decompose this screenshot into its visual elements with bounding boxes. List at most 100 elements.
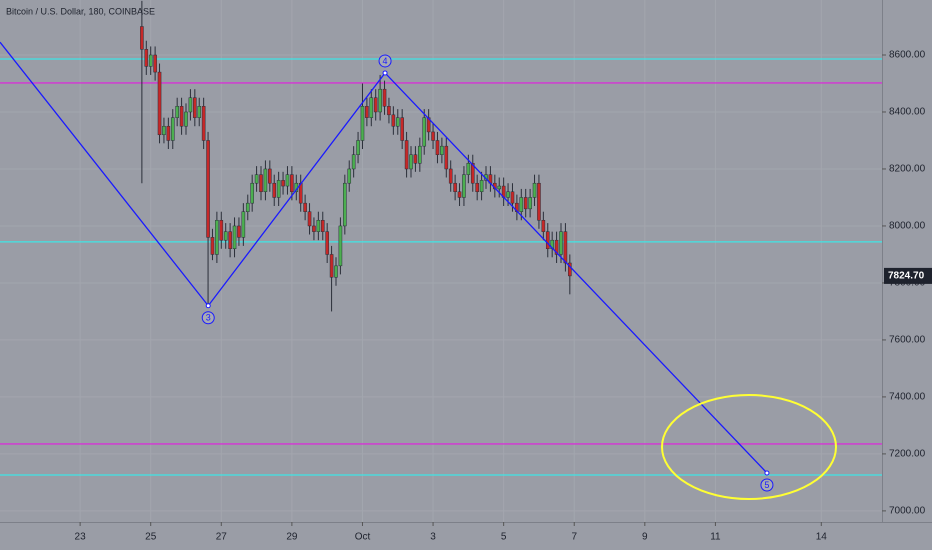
candle-body <box>409 154 413 170</box>
candle-body <box>140 26 144 50</box>
candle-body <box>166 125 171 141</box>
candle-body <box>440 145 444 155</box>
x-tick-label: 7 <box>571 532 577 543</box>
y-tick-label: 8200.00 <box>889 164 926 175</box>
candle-body <box>462 174 466 198</box>
candle-body <box>237 225 241 238</box>
candle-body <box>466 163 471 175</box>
candle-body <box>263 168 268 193</box>
candle-body <box>232 225 237 249</box>
x-tick-label: 11 <box>710 532 721 543</box>
candle-body <box>431 131 435 141</box>
candle-body <box>435 140 440 155</box>
candle-body <box>312 225 316 232</box>
candle-body <box>307 211 312 227</box>
x-tick-label: 25 <box>145 532 157 543</box>
candle-body <box>563 231 568 264</box>
candle-body <box>210 237 215 255</box>
candle-body <box>320 220 325 232</box>
candle-body <box>272 182 277 198</box>
wave-point <box>764 470 770 476</box>
candle-body <box>365 106 369 118</box>
y-tick-label: 8600.00 <box>889 50 926 61</box>
wave-label-circle <box>201 311 215 325</box>
candle-body <box>457 191 462 198</box>
candle-body <box>276 180 281 198</box>
candle-body <box>537 182 541 221</box>
candle-body <box>541 220 546 232</box>
candle-body <box>400 117 404 141</box>
candle-body <box>170 117 175 141</box>
candle-body <box>188 97 193 113</box>
x-tick-label: 9 <box>642 532 648 543</box>
candle-body <box>268 168 272 184</box>
candle-body <box>378 88 382 113</box>
x-tick-label: 3 <box>430 532 436 543</box>
candle-body <box>444 145 449 170</box>
candle-body <box>334 265 338 278</box>
wave-label: 4 <box>383 56 388 66</box>
candle-body <box>497 185 502 190</box>
candle-body <box>179 106 184 127</box>
candle-body <box>475 182 479 193</box>
candle-body <box>285 174 290 187</box>
candle-body <box>290 174 294 193</box>
candle-body <box>157 71 162 136</box>
candle-body <box>153 54 157 73</box>
candle-body <box>250 182 254 204</box>
y-tick-label: 7200.00 <box>889 449 926 460</box>
y-tick-label: 8000.00 <box>889 221 926 232</box>
candle-body <box>254 174 259 184</box>
last-price-label: 7824.70 <box>888 271 925 282</box>
candle-body <box>523 197 528 210</box>
x-tick-label: Oct <box>355 532 371 543</box>
candle-body <box>568 262 572 277</box>
y-tick-label: 8400.00 <box>889 107 926 118</box>
candle-body <box>303 202 307 212</box>
candle-body <box>470 163 475 184</box>
y-tick-label: 7400.00 <box>889 392 926 403</box>
candle-body <box>148 54 153 67</box>
candle-body <box>382 88 387 107</box>
y-tick-label: 7000.00 <box>889 506 926 517</box>
candle-body <box>395 117 400 127</box>
candle-body <box>144 49 149 67</box>
x-tick-label: 23 <box>75 532 87 543</box>
candle-body <box>338 225 343 267</box>
candle-body <box>215 220 219 255</box>
candle-body <box>559 231 563 255</box>
candle-body <box>453 182 457 193</box>
candle-body <box>162 125 166 136</box>
candle-body <box>356 140 360 155</box>
wave-line <box>0 41 768 474</box>
candle-body <box>554 239 559 255</box>
candle-body <box>175 106 179 118</box>
wave-label-circle <box>760 478 774 492</box>
candle-body <box>228 231 232 249</box>
candle-body <box>197 106 202 118</box>
candle-body <box>201 106 206 141</box>
candle-body <box>418 145 422 164</box>
candle-body <box>404 140 409 170</box>
x-tick-label: 29 <box>286 532 298 543</box>
candle-body <box>347 168 352 184</box>
candle-body <box>329 254 334 278</box>
candle-body <box>193 97 197 118</box>
candle-body <box>241 211 246 238</box>
x-tick-label: 5 <box>501 532 507 543</box>
candle-body <box>351 154 356 170</box>
candle-body <box>281 180 285 187</box>
candle-body <box>325 231 329 255</box>
candle-body <box>219 220 224 241</box>
candle-body <box>519 197 524 212</box>
candle-body <box>259 174 263 193</box>
wave-point <box>382 70 388 76</box>
candle-body <box>510 191 515 204</box>
candle-body <box>223 231 228 241</box>
wave-point <box>205 303 211 309</box>
candle-body <box>373 97 378 113</box>
candle-body <box>413 154 418 164</box>
chart-title: Bitcoin / U.S. Dollar, 180, COINBASE <box>6 6 155 16</box>
